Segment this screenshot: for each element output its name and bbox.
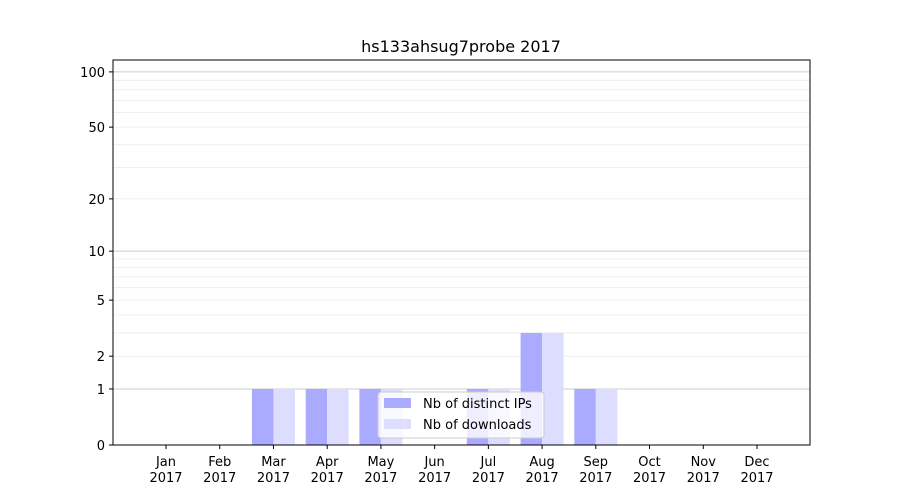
bar-ips — [305, 388, 328, 445]
y-tick-label: 2 — [97, 350, 105, 365]
bar-downloads — [595, 388, 618, 445]
legend-swatch — [384, 398, 411, 408]
x-tick-label: Jan 2017 — [149, 455, 182, 486]
legend-label: Nb of downloads — [423, 418, 532, 433]
x-tick-label: Dec 2017 — [740, 455, 773, 486]
y-tick-label: 0 — [97, 439, 105, 454]
x-tick-label: Jul 2017 — [472, 455, 505, 486]
chart-title: hs133ahsug7probe 2017 — [361, 37, 561, 56]
x-tick-label: Mar 2017 — [257, 455, 290, 486]
y-tick-label: 50 — [88, 121, 105, 136]
x-tick-label: Feb 2017 — [203, 455, 236, 486]
y-tick-label: 5 — [97, 294, 105, 309]
x-tick-label: Apr 2017 — [311, 455, 344, 486]
bar-ips — [251, 388, 274, 445]
legend-label: Nb of distinct IPs — [423, 397, 532, 412]
x-tick-label: Aug 2017 — [526, 455, 559, 486]
x-tick-label: Oct 2017 — [633, 455, 666, 486]
axes-frame — [112, 59, 811, 446]
bar-ips — [359, 388, 381, 445]
x-tick-label: Nov 2017 — [687, 455, 720, 486]
x-tick-label: Sep 2017 — [579, 455, 612, 486]
bar-downloads — [542, 332, 564, 445]
x-tick-label: May 2017 — [364, 455, 397, 486]
y-tick-label: 20 — [88, 193, 105, 208]
legend-swatch — [384, 419, 411, 429]
y-tick-label: 1 — [97, 383, 105, 398]
x-tick-label: Jun 2017 — [418, 455, 451, 486]
legend-box — [377, 391, 545, 439]
y-tick-label: 10 — [88, 245, 105, 260]
bar-downloads — [327, 388, 349, 445]
legend: Nb of distinct IPs Nb of downloads — [377, 391, 545, 439]
bar-ips — [574, 388, 596, 445]
bar-downloads — [273, 388, 295, 445]
y-tick-label: 100 — [80, 66, 105, 81]
